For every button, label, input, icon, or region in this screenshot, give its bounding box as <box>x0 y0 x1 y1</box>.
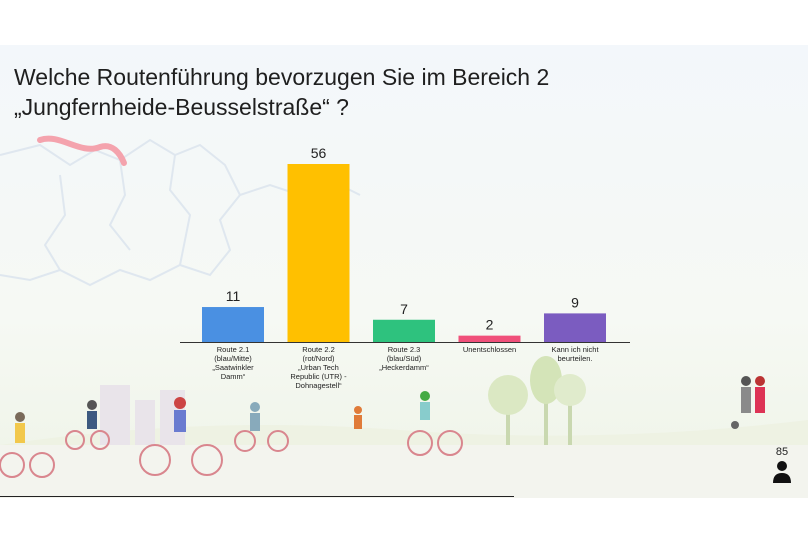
trees <box>488 356 586 445</box>
slide-background <box>0 45 808 498</box>
page-title-line-1: Welche Routenführung bevorzugen Sie im B… <box>14 64 550 90</box>
category-label-1: Route 2.1 (blau/Mitte) „Saatwinkler Damm“ <box>212 345 254 381</box>
bar-5 <box>544 313 606 342</box>
path-road <box>0 445 808 498</box>
bar-1 <box>202 307 264 342</box>
bar-4 <box>458 335 521 342</box>
bar-2 <box>287 164 350 342</box>
data-label-1: 11 <box>226 288 241 304</box>
bottom-divider <box>0 496 514 497</box>
data-label-5: 9 <box>571 294 579 310</box>
data-label-3: 7 <box>400 301 408 317</box>
route-line-decoration <box>37 135 127 166</box>
bar-3 <box>373 319 435 342</box>
people <box>15 376 765 443</box>
page-title: Welche Routenführung bevorzugen Sie im B… <box>14 62 714 122</box>
category-label-4: Unentschlossen <box>463 345 516 354</box>
category-label-3: Route 2.3 (blau/Süd) „Heckerdamm“ <box>379 345 429 372</box>
category-label-2: Route 2.2 (rot/Nord) „Urban Tech Republic (… <box>290 345 347 390</box>
page-number: 85 <box>775 446 789 458</box>
page-title-line-2: „Jungfernheide-Beusselstraße“ ? <box>14 94 349 120</box>
person-icon <box>773 461 791 483</box>
cyclists <box>0 430 463 478</box>
category-label-5: Kann ich nicht beurteilen. <box>551 345 599 363</box>
data-label-2: 56 <box>311 145 327 161</box>
map-outline <box>0 138 361 287</box>
background-illustration <box>0 135 808 498</box>
data-label-4: 2 <box>486 317 494 333</box>
